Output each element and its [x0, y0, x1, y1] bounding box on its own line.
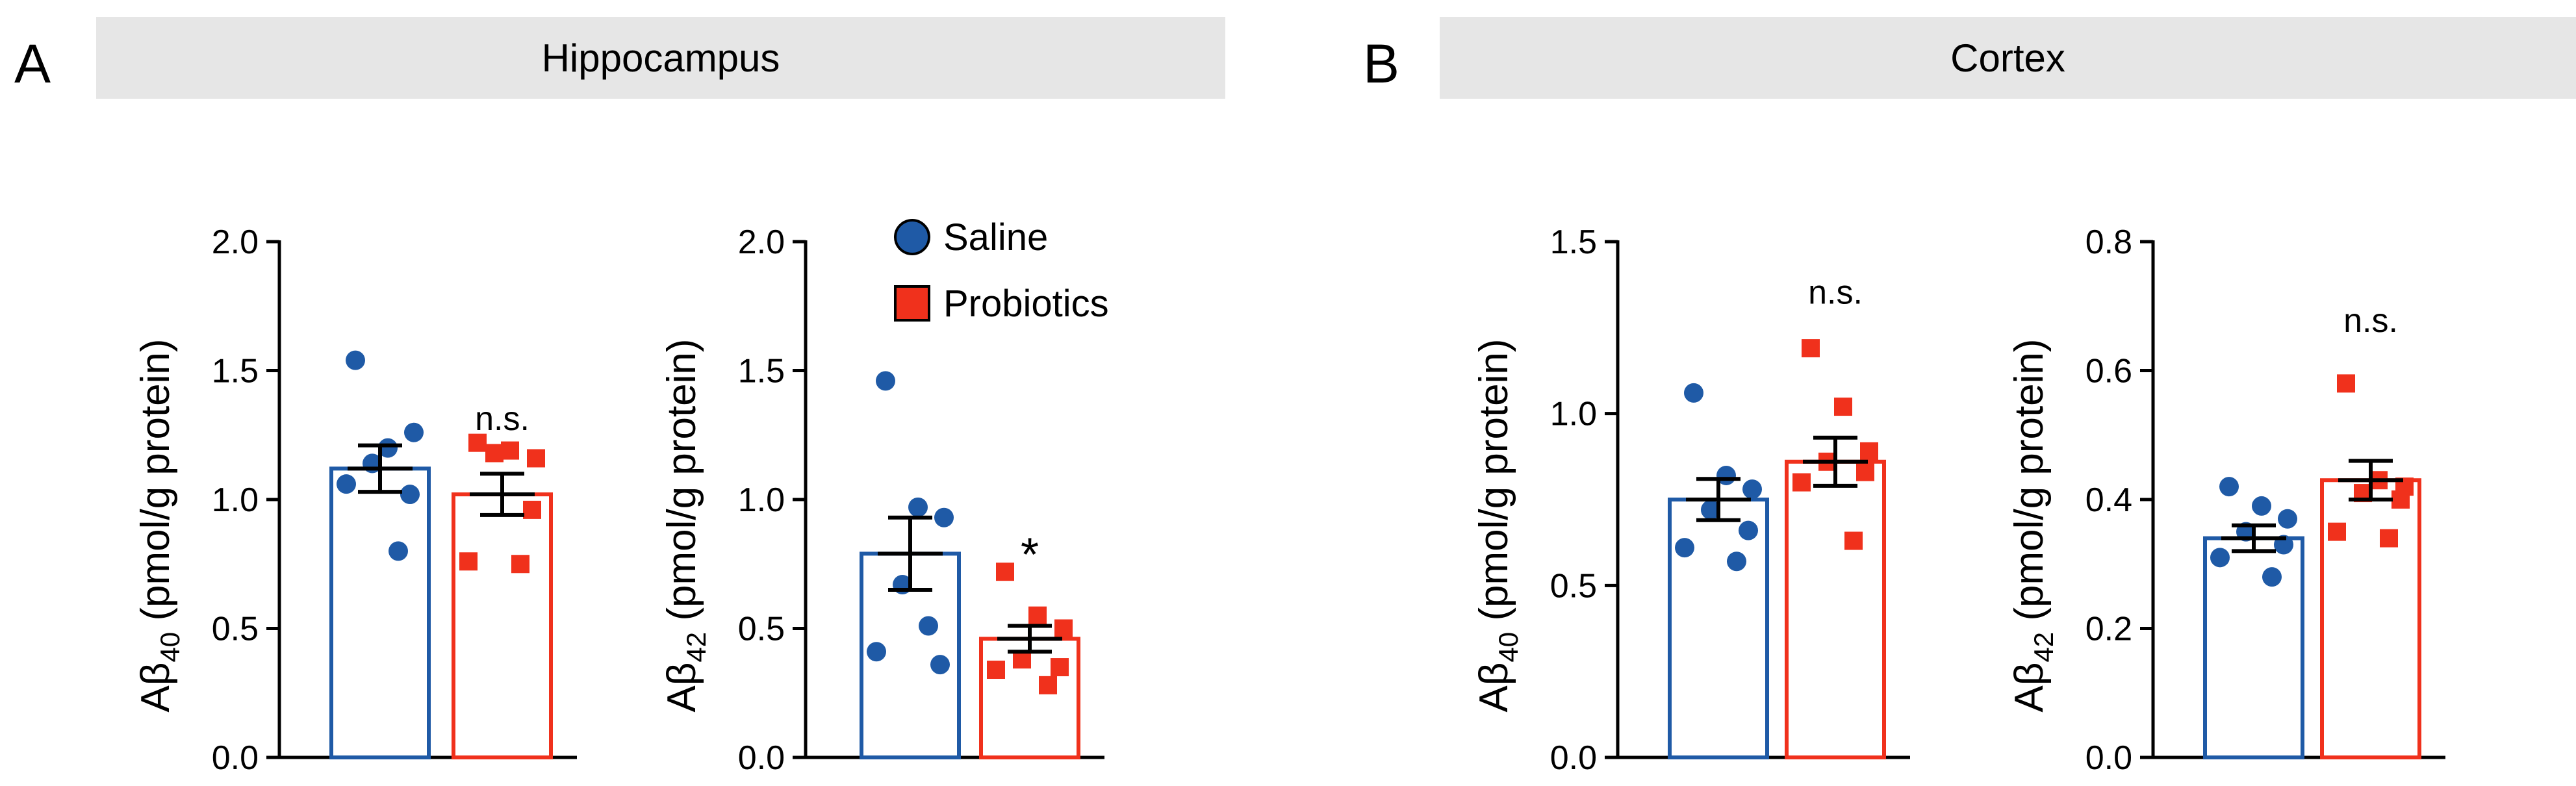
y-tick-label: 0.8 — [2085, 223, 2132, 261]
data-point-saline — [1727, 551, 1746, 572]
data-point-saline — [2252, 496, 2271, 516]
data-point-probiotics — [527, 449, 545, 468]
data-point-saline — [934, 507, 954, 527]
y-tick-label: 2.0 — [738, 223, 785, 261]
y-tick-label: 0.0 — [738, 739, 785, 777]
data-point-probiotics — [2380, 529, 2398, 548]
y-axis-label: Aβ40 (pmol/g protein) — [1472, 338, 1524, 712]
data-point-probiotics — [1860, 442, 1878, 461]
panel-title-cortex: Cortex — [1950, 36, 2065, 80]
data-point-probiotics — [2328, 522, 2346, 541]
legend-marker-saline — [894, 219, 930, 255]
data-point-probiotics — [1054, 619, 1073, 638]
chart-4: 0.0 0.2 0.4 0.6 0.8 Aβ42 (pmol/g protein) n.s. — [2007, 223, 2445, 777]
data-point-probiotics — [1792, 473, 1811, 492]
data-point-probiotics — [511, 555, 529, 574]
bar-probiotics — [452, 492, 553, 759]
y-tick-label: 0.0 — [1550, 739, 1597, 777]
bar-saline — [329, 466, 431, 759]
chart-3: 0.0 0.5 1.0 1.5 Aβ40 (pmol/g protein) n.s. — [1472, 223, 1910, 777]
data-point-probiotics — [459, 552, 478, 571]
y-tick-label: 0.2 — [2085, 611, 2132, 648]
data-point-probiotics — [996, 563, 1014, 581]
data-point-probiotics — [2391, 490, 2410, 509]
data-point-saline — [400, 485, 420, 505]
data-point-saline — [919, 616, 938, 636]
y-tick-label: 0.0 — [212, 739, 259, 777]
y-axis-label: Aβ42 (pmol/g protein) — [2007, 338, 2059, 712]
y-tick-label: 1.5 — [212, 353, 259, 390]
panel-title-hippocampus: Hippocampus — [541, 36, 780, 80]
data-point-probiotics — [1051, 658, 1069, 677]
significance-label: n.s. — [1808, 273, 1863, 311]
data-point-probiotics — [1834, 398, 1852, 416]
y-tick-label: 0.5 — [212, 611, 259, 648]
y-axis-label: Aβ42 (pmol/g protein) — [659, 338, 711, 712]
data-point-probiotics — [485, 444, 504, 463]
data-point-saline — [1675, 538, 1694, 558]
y-tick-label: 1.0 — [212, 481, 259, 519]
significance-label: n.s. — [2343, 302, 2398, 340]
y-tick-label: 1.5 — [1550, 223, 1597, 261]
y-tick-label: 1.0 — [738, 481, 785, 519]
y-tick-label: 1.0 — [1550, 396, 1597, 433]
data-point-saline — [346, 350, 365, 370]
bar-probiotics — [2320, 478, 2421, 759]
data-point-probiotics — [2337, 374, 2355, 393]
data-point-probiotics — [987, 661, 1005, 679]
data-point-saline — [404, 422, 424, 442]
data-point-saline — [1701, 500, 1720, 520]
legend-label-probiotics: Probiotics — [943, 283, 1109, 325]
data-point-saline — [1739, 520, 1758, 540]
y-tick-label: 0.6 — [2085, 353, 2132, 390]
data-point-probiotics — [1039, 676, 1057, 694]
y-tick-label: 0.5 — [738, 611, 785, 648]
panel-letter-a: A — [14, 33, 51, 94]
data-point-saline — [876, 371, 895, 391]
y-tick-label: 1.5 — [738, 353, 785, 390]
bar-saline — [2203, 536, 2304, 759]
data-point-saline — [2219, 477, 2239, 497]
panel-header-hippocampus: Hippocampus — [96, 17, 1225, 99]
legend: Saline Probiotics — [894, 216, 1109, 325]
y-axis-label: Aβ40 (pmol/g protein) — [133, 338, 185, 712]
y-tick-label: 2.0 — [212, 223, 259, 261]
data-point-saline — [1742, 479, 1762, 500]
data-point-saline — [2262, 567, 2282, 587]
y-tick-label: 0.5 — [1550, 567, 1597, 605]
significance-label: n.s. — [475, 400, 529, 438]
legend-marker-probiotics — [894, 285, 930, 322]
data-point-saline — [337, 474, 356, 494]
data-point-saline — [1684, 383, 1703, 403]
data-point-saline — [389, 541, 408, 561]
data-point-probiotics — [1856, 463, 1874, 481]
data-point-saline — [867, 642, 886, 662]
data-point-saline — [2278, 509, 2297, 529]
data-point-saline — [378, 438, 398, 458]
data-point-probiotics — [1802, 339, 1820, 358]
y-tick-label: 0.4 — [2085, 481, 2132, 519]
data-point-probiotics — [1028, 606, 1047, 625]
data-point-probiotics — [523, 500, 541, 519]
chart-1: 0.0 0.5 1.0 1.5 2.0 Aβ40 (pmol/g protein) n.s. — [133, 223, 577, 777]
data-point-saline — [2210, 548, 2230, 568]
data-point-probiotics — [501, 441, 519, 460]
y-tick-label: 0.0 — [2085, 739, 2132, 777]
legend-label-saline: Saline — [943, 216, 1048, 259]
bar-probiotics — [1785, 459, 1886, 759]
data-point-probiotics — [468, 433, 487, 452]
data-point-saline — [908, 497, 928, 517]
significance-label: * — [1021, 529, 1039, 581]
data-point-probiotics — [1844, 531, 1863, 550]
data-point-saline — [930, 655, 950, 675]
chart-2: 0.0 0.5 1.0 1.5 2.0 Aβ42 (pmol/g protein) * — [659, 223, 1104, 777]
panel-letter-b: B — [1363, 33, 1400, 94]
panel-header-cortex: Cortex — [1440, 17, 2576, 99]
